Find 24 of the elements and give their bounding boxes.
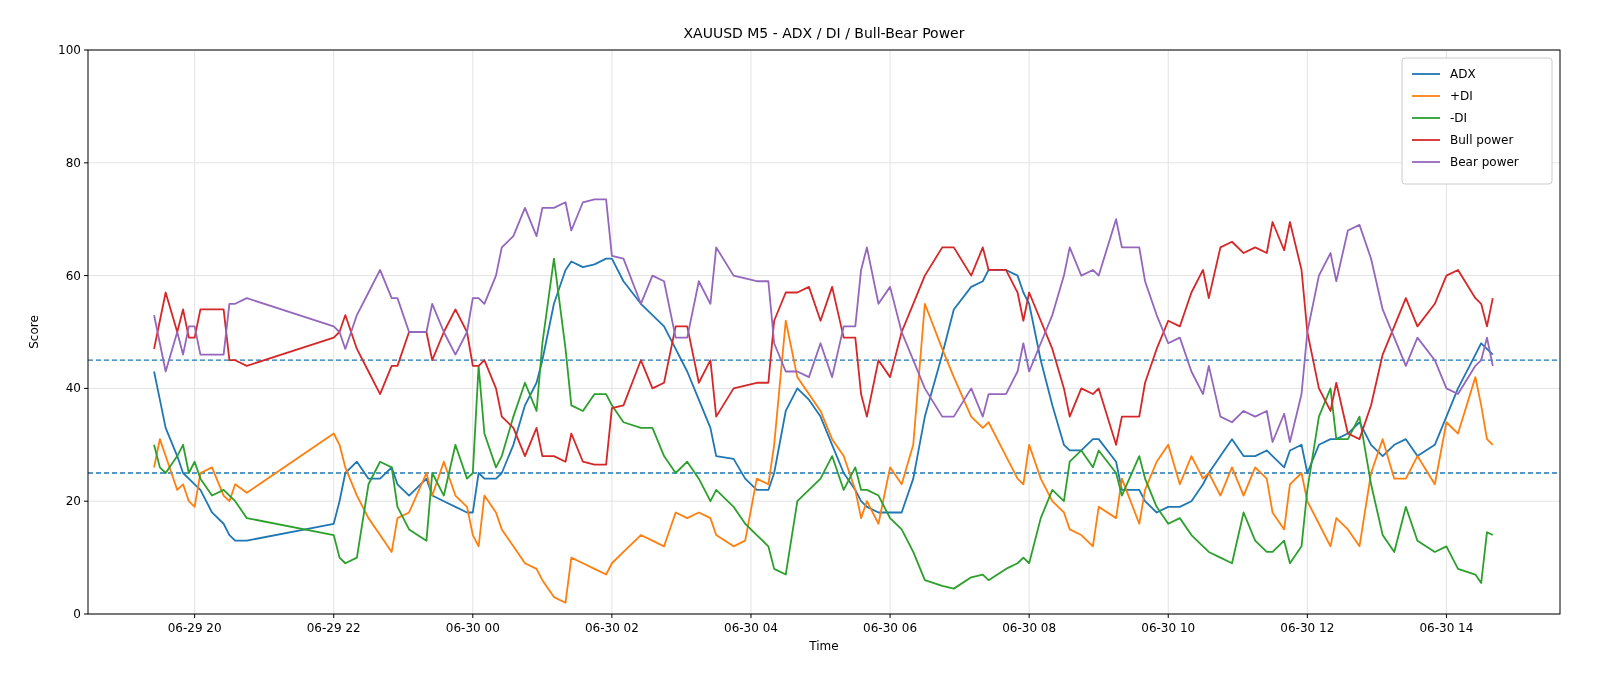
y-tick-label: 0 — [73, 607, 81, 621]
x-tick-label: 06-30 04 — [724, 621, 778, 635]
y-tick-label: 100 — [58, 43, 81, 57]
y-axis-title: Score — [27, 315, 41, 349]
legend-label: -DI — [1450, 111, 1468, 125]
x-tick-label: 06-30 06 — [863, 621, 918, 635]
legend-label: Bull power — [1450, 133, 1514, 147]
x-axis-title: Time — [808, 639, 839, 653]
x-tick-label: 06-30 10 — [1141, 621, 1196, 635]
y-tick-label: 80 — [65, 155, 81, 170]
x-tick-label: 06-29 22 — [306, 621, 361, 635]
x-tick-label: 06-30 12 — [1280, 621, 1335, 635]
y-tick-label: 20 — [65, 494, 81, 509]
legend-label: Bear power — [1450, 155, 1519, 169]
legend-label: ADX — [1450, 67, 1476, 81]
x-tick-label: 06-30 00 — [445, 621, 500, 635]
y-tick-label: 40 — [65, 381, 81, 396]
legend-label: +DI — [1450, 89, 1473, 103]
y-tick-label: 60 — [65, 268, 81, 283]
x-tick-label: 06-30 02 — [584, 621, 639, 635]
x-tick-label: 06-30 14 — [1419, 621, 1474, 635]
chart-title: XAUUSD M5 - ADX / DI / Bull-Bear Power — [683, 25, 965, 41]
x-tick-label: 06-30 08 — [1002, 621, 1057, 635]
x-tick-label: 06-29 20 — [167, 621, 222, 635]
